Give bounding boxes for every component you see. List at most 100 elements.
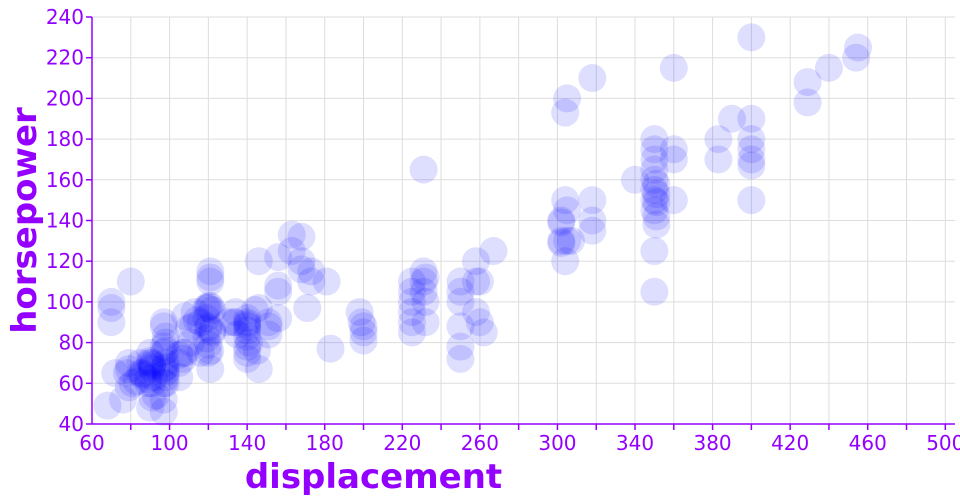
data-point xyxy=(134,365,163,394)
data-point xyxy=(397,298,426,327)
data-point xyxy=(138,383,167,412)
data-point xyxy=(149,312,178,341)
data-point xyxy=(461,267,490,296)
data-point xyxy=(842,43,871,72)
y-tick-label: 220 xyxy=(46,46,84,70)
data-point xyxy=(642,210,671,239)
data-point xyxy=(264,243,293,272)
data-point xyxy=(194,338,223,367)
x-tick-label: 220 xyxy=(383,431,421,455)
data-point xyxy=(446,332,475,361)
data-point xyxy=(814,53,843,82)
y-tick-label: 180 xyxy=(46,127,84,151)
data-point xyxy=(149,338,178,367)
data-point xyxy=(149,355,178,384)
data-point xyxy=(174,314,203,343)
data-point xyxy=(198,316,227,345)
y-tick-label: 160 xyxy=(46,168,84,192)
data-point xyxy=(254,308,283,337)
data-point xyxy=(551,247,580,276)
data-point xyxy=(264,277,293,306)
data-point xyxy=(149,369,178,398)
data-point xyxy=(397,267,426,296)
data-point xyxy=(469,318,498,347)
data-point xyxy=(186,308,215,337)
data-point xyxy=(151,353,180,382)
data-point xyxy=(196,263,225,292)
data-point xyxy=(194,291,223,320)
data-point xyxy=(126,348,155,377)
data-point xyxy=(233,312,262,341)
data-point xyxy=(551,186,580,215)
data-point xyxy=(151,336,180,365)
data-point xyxy=(244,294,273,323)
data-point xyxy=(640,175,669,204)
data-point xyxy=(235,328,264,357)
data-point xyxy=(347,308,376,337)
data-point xyxy=(186,338,215,367)
data-point xyxy=(194,330,223,359)
data-point xyxy=(659,145,688,174)
data-point xyxy=(151,369,180,398)
data-point xyxy=(547,206,576,235)
x-tick-label: 340 xyxy=(616,431,654,455)
data-point xyxy=(196,257,225,286)
data-point xyxy=(192,324,221,353)
data-point xyxy=(642,169,671,198)
data-point xyxy=(114,355,143,384)
data-point xyxy=(112,359,141,388)
data-point xyxy=(264,304,293,333)
data-point xyxy=(287,222,316,251)
data-point xyxy=(642,202,671,231)
data-point xyxy=(138,353,167,382)
data-point xyxy=(704,145,733,174)
data-point xyxy=(737,135,766,164)
data-point xyxy=(192,304,221,333)
data-point xyxy=(578,206,607,235)
data-point xyxy=(461,247,490,276)
data-point xyxy=(642,180,671,209)
x-tick-label: 300 xyxy=(538,431,576,455)
data-point xyxy=(297,267,326,296)
data-point xyxy=(293,294,322,323)
data-point xyxy=(114,348,143,377)
data-point xyxy=(136,393,165,422)
data-point xyxy=(242,336,271,365)
data-point xyxy=(578,186,607,215)
data-point xyxy=(287,255,316,284)
data-point xyxy=(151,328,180,357)
x-tick-label: 460 xyxy=(849,431,887,455)
data-point xyxy=(151,363,180,392)
x-tick-label: 500 xyxy=(926,431,960,455)
data-point xyxy=(138,350,167,379)
data-point xyxy=(233,310,262,339)
data-point xyxy=(151,348,180,377)
data-point xyxy=(446,287,475,316)
data-point xyxy=(93,391,122,420)
data-point xyxy=(176,328,205,357)
data-point xyxy=(409,257,438,286)
tick-labels: 60 100 140 180 220 260 300 340 380 420 460 50040608… xyxy=(46,5,960,455)
data-point xyxy=(171,338,200,367)
data-point xyxy=(640,237,669,266)
data-point xyxy=(737,104,766,133)
data-point xyxy=(409,277,438,306)
data-point xyxy=(198,318,227,347)
data-point xyxy=(223,320,252,349)
y-tick-label: 200 xyxy=(46,86,84,110)
data-point xyxy=(640,135,669,164)
data-point xyxy=(844,33,873,62)
data-point xyxy=(640,145,669,174)
data-point xyxy=(128,359,157,388)
data-point xyxy=(194,294,223,323)
data-point xyxy=(312,267,341,296)
data-point xyxy=(465,308,494,337)
data-point xyxy=(349,326,378,355)
data-point xyxy=(578,64,607,93)
data-point xyxy=(109,385,138,414)
data-point xyxy=(345,298,374,327)
data-point xyxy=(461,298,490,327)
data-point xyxy=(97,287,126,316)
data-point xyxy=(165,340,194,369)
data-point xyxy=(233,304,262,333)
